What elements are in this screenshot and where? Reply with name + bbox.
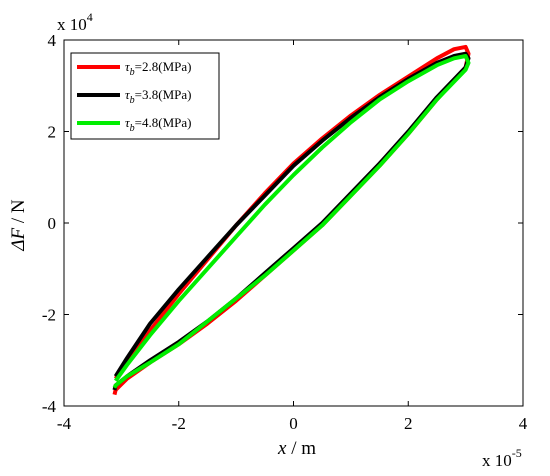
- x-tick-label: 4: [519, 414, 528, 433]
- x-axis-label: x / m: [277, 438, 316, 459]
- y-axis-label-unit: / N: [8, 199, 29, 228]
- legend: τb=2.8(MPa) τb=3.8(MPa) τb=4.8(MPa): [70, 52, 220, 140]
- y-tick-label: 2: [48, 123, 57, 142]
- x-tick-label: -4: [57, 414, 72, 433]
- x-axis-label-unit: / m: [286, 438, 316, 459]
- x-multiplier: x 10-5: [482, 446, 522, 470]
- x-tick-label: -2: [172, 414, 186, 433]
- y-axis-label: ΔF / N: [8, 199, 29, 252]
- y-tick-label: -2: [42, 306, 56, 325]
- x-tick-label: 2: [404, 414, 413, 433]
- y-multiplier: x 104: [57, 10, 93, 34]
- series-line-2: [112, 54, 471, 389]
- plot-lines: [112, 44, 471, 396]
- y-ticks: -4 -2 0 2 4: [42, 31, 523, 416]
- x-multiplier-base: x 10: [482, 451, 512, 470]
- y-multiplier-exp: 4: [87, 10, 93, 24]
- x-tick-label: 0: [289, 414, 298, 433]
- x-multiplier-exp: -5: [512, 446, 522, 460]
- x-axis-label-var: x: [277, 438, 287, 459]
- y-tick-label: -4: [42, 397, 57, 416]
- legend-label-1: τb=3.8(MPa): [125, 87, 191, 106]
- y-multiplier-base: x 10: [57, 15, 87, 34]
- x-ticks: -4 -2 0 2 4: [57, 40, 528, 433]
- y-axis-label-var: ΔF: [8, 227, 29, 251]
- y-tick-label: 0: [48, 214, 57, 233]
- legend-label-0: τb=2.8(MPa): [125, 59, 191, 78]
- legend-label-2: τb=4.8(MPa): [125, 115, 191, 134]
- y-tick-label: 4: [48, 31, 57, 50]
